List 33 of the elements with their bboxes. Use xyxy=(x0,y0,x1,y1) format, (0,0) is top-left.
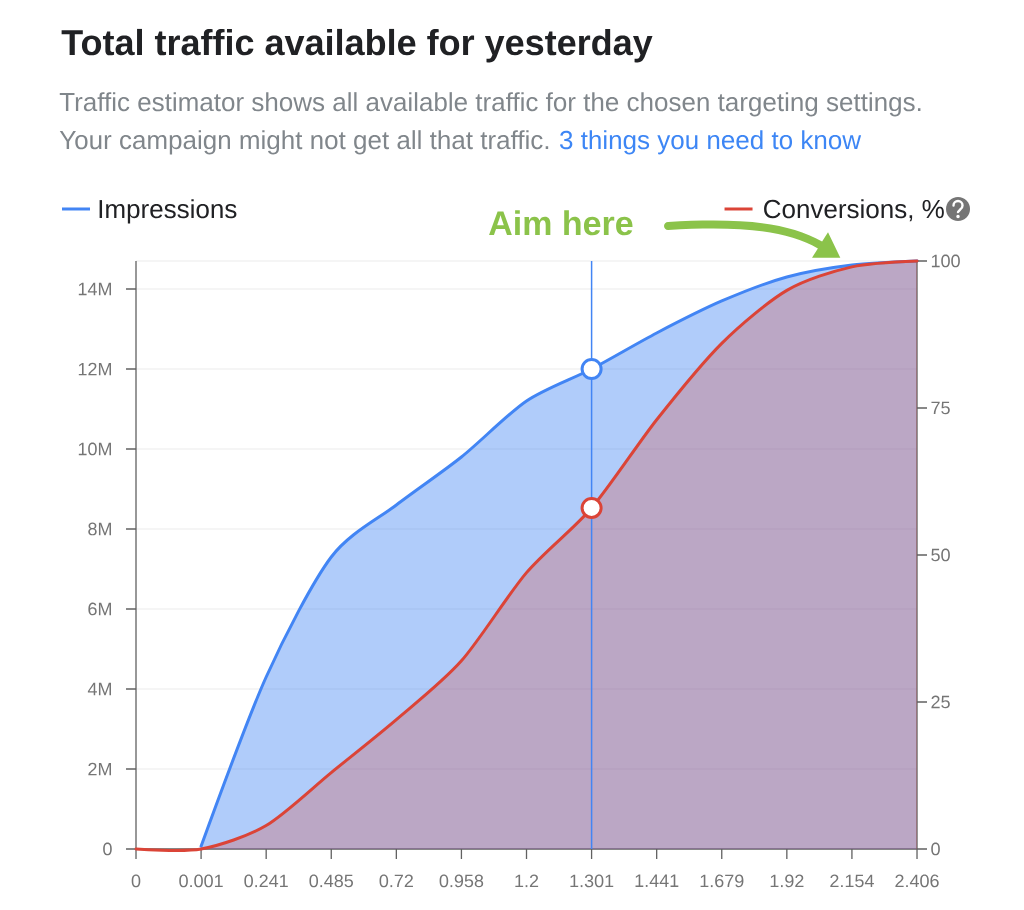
x-tick-label: 1.92 xyxy=(770,874,804,888)
y2-tick-label: 25 xyxy=(931,695,950,709)
y-tick-label: 6M xyxy=(88,602,111,616)
y-tick-label: 10M xyxy=(78,442,111,456)
x-tick-label: 0.958 xyxy=(439,874,484,888)
x-tick-label: 1.2 xyxy=(515,874,539,888)
x-tick-label: 0.485 xyxy=(309,874,354,888)
text: 3 things you need to know xyxy=(559,130,862,155)
chart-title: Total traffic available for yesterday xyxy=(61,28,653,63)
x-tick-label: 0 xyxy=(131,874,141,888)
legend-label: Impressions xyxy=(99,199,237,224)
y-tick-label: 12M xyxy=(78,362,111,376)
x-tick-label: 1.679 xyxy=(700,874,744,888)
y-tick-label: 2M xyxy=(88,762,111,776)
text: Aim here xyxy=(489,210,633,236)
y2-tick-label: 50 xyxy=(931,548,950,562)
y-tick-label: 4M xyxy=(87,682,111,696)
chart-subtitle: Traffic estimator shows all available traffic for the chosen targeting settings. xyxy=(59,92,921,117)
y-tick-label: 8M xyxy=(88,522,111,536)
y2-tick-label: 0 xyxy=(931,842,940,856)
y2-tick-label: 75 xyxy=(931,401,950,415)
x-tick-label: 2.406 xyxy=(895,874,939,888)
y2-tick-label: 100 xyxy=(931,254,960,268)
y-tick-label: 14M xyxy=(78,282,111,296)
x-tick-label: 2.154 xyxy=(830,874,874,888)
x-tick-label: 0.72 xyxy=(379,874,413,888)
legend-label: Conversions, % xyxy=(764,199,944,222)
x-tick-label: 0.001 xyxy=(179,874,223,888)
x-tick-label: 1.441 xyxy=(635,874,679,887)
x-tick-label: 0.241 xyxy=(244,874,288,888)
x-tick-label: 1.301 xyxy=(570,874,614,888)
y-tick-label: 0 xyxy=(103,842,112,856)
text: Your campaign might not get all that traffic. xyxy=(59,130,549,155)
